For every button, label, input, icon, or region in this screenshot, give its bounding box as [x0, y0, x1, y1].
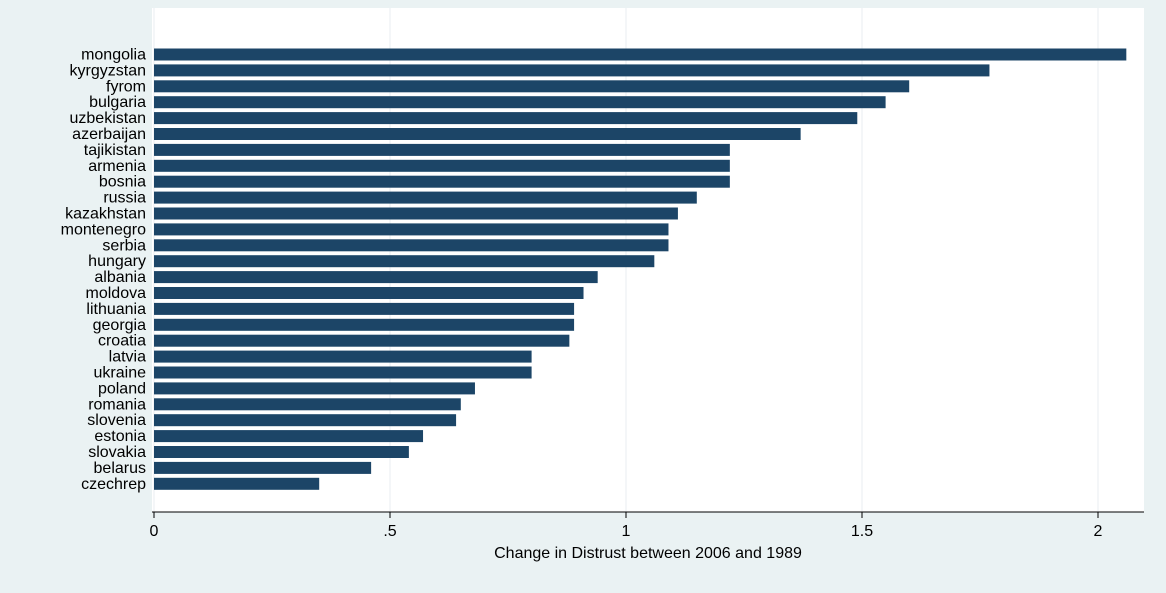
x-axis-title: Change in Distrust between 2006 and 1989: [494, 545, 802, 562]
category-label: bulgaria: [89, 94, 146, 111]
category-label: bosnia: [99, 174, 146, 191]
bar: [154, 461, 372, 474]
bar: [154, 334, 570, 347]
category-labels: mongoliakyrgyzstanfyrombulgariauzbekista…: [61, 47, 146, 493]
x-tick-label: 2: [1094, 523, 1103, 540]
category-label: poland: [98, 380, 146, 397]
category-label: kyrgyzstan: [70, 62, 146, 79]
category-label: armenia: [88, 158, 146, 175]
x-tick-label: 0: [150, 523, 159, 540]
bar: [154, 350, 532, 363]
bar: [154, 80, 910, 93]
category-label: lithuania: [86, 301, 146, 318]
bar: [154, 159, 730, 172]
bar: [154, 191, 697, 204]
bar: [154, 239, 669, 252]
bar: [154, 398, 461, 411]
category-label: romania: [88, 396, 146, 413]
category-label: montenegro: [61, 221, 146, 238]
x-tick-label: 1.5: [851, 523, 873, 540]
bar: [154, 366, 532, 379]
category-label: russia: [103, 190, 146, 207]
bar: [154, 302, 575, 315]
category-label: slovakia: [88, 444, 146, 461]
bar: [154, 287, 584, 299]
category-label: georgia: [93, 317, 146, 334]
category-label: czechrep: [81, 476, 146, 493]
category-label: kazakhstan: [65, 206, 146, 223]
bar: [154, 207, 678, 220]
bars: [154, 48, 1127, 490]
bar: [154, 48, 1127, 61]
bar: [154, 223, 669, 236]
category-label: hungary: [88, 253, 146, 270]
bar: [154, 446, 409, 458]
bar: [154, 255, 655, 268]
bar: [154, 175, 730, 188]
category-label: latvia: [109, 349, 146, 366]
x-tick-label: .5: [383, 523, 396, 540]
category-label: azerbaijan: [72, 126, 146, 143]
bar: [154, 112, 858, 125]
bar: [154, 96, 886, 109]
category-label: albania: [94, 269, 146, 286]
category-label: ukraine: [94, 365, 147, 382]
bar: [154, 414, 457, 427]
bar: [154, 64, 990, 77]
bar: [154, 128, 801, 140]
bar: [154, 271, 598, 284]
category-label: serbia: [102, 237, 146, 254]
bar: [154, 143, 730, 156]
category-label: estonia: [94, 428, 146, 445]
category-label: slovenia: [87, 412, 146, 429]
bar: [154, 318, 575, 331]
category-label: belarus: [94, 460, 146, 477]
category-label: fyrom: [106, 78, 146, 95]
category-label: moldova: [86, 285, 147, 302]
x-axis: 0 .5 1 1.5 2: [150, 511, 1144, 540]
category-label: tajikistan: [84, 142, 146, 159]
bar: [154, 477, 320, 490]
category-label: croatia: [98, 333, 146, 350]
bar: [154, 430, 424, 443]
category-label: mongolia: [81, 47, 146, 64]
x-tick-label: 1: [622, 523, 631, 540]
category-label: uzbekistan: [70, 110, 147, 127]
bar: [154, 382, 475, 395]
